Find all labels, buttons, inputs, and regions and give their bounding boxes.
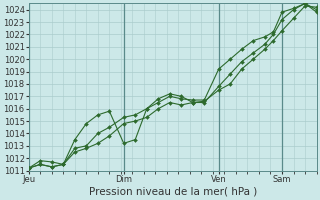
X-axis label: Pression niveau de la mer( hPa ): Pression niveau de la mer( hPa ) xyxy=(89,187,257,197)
